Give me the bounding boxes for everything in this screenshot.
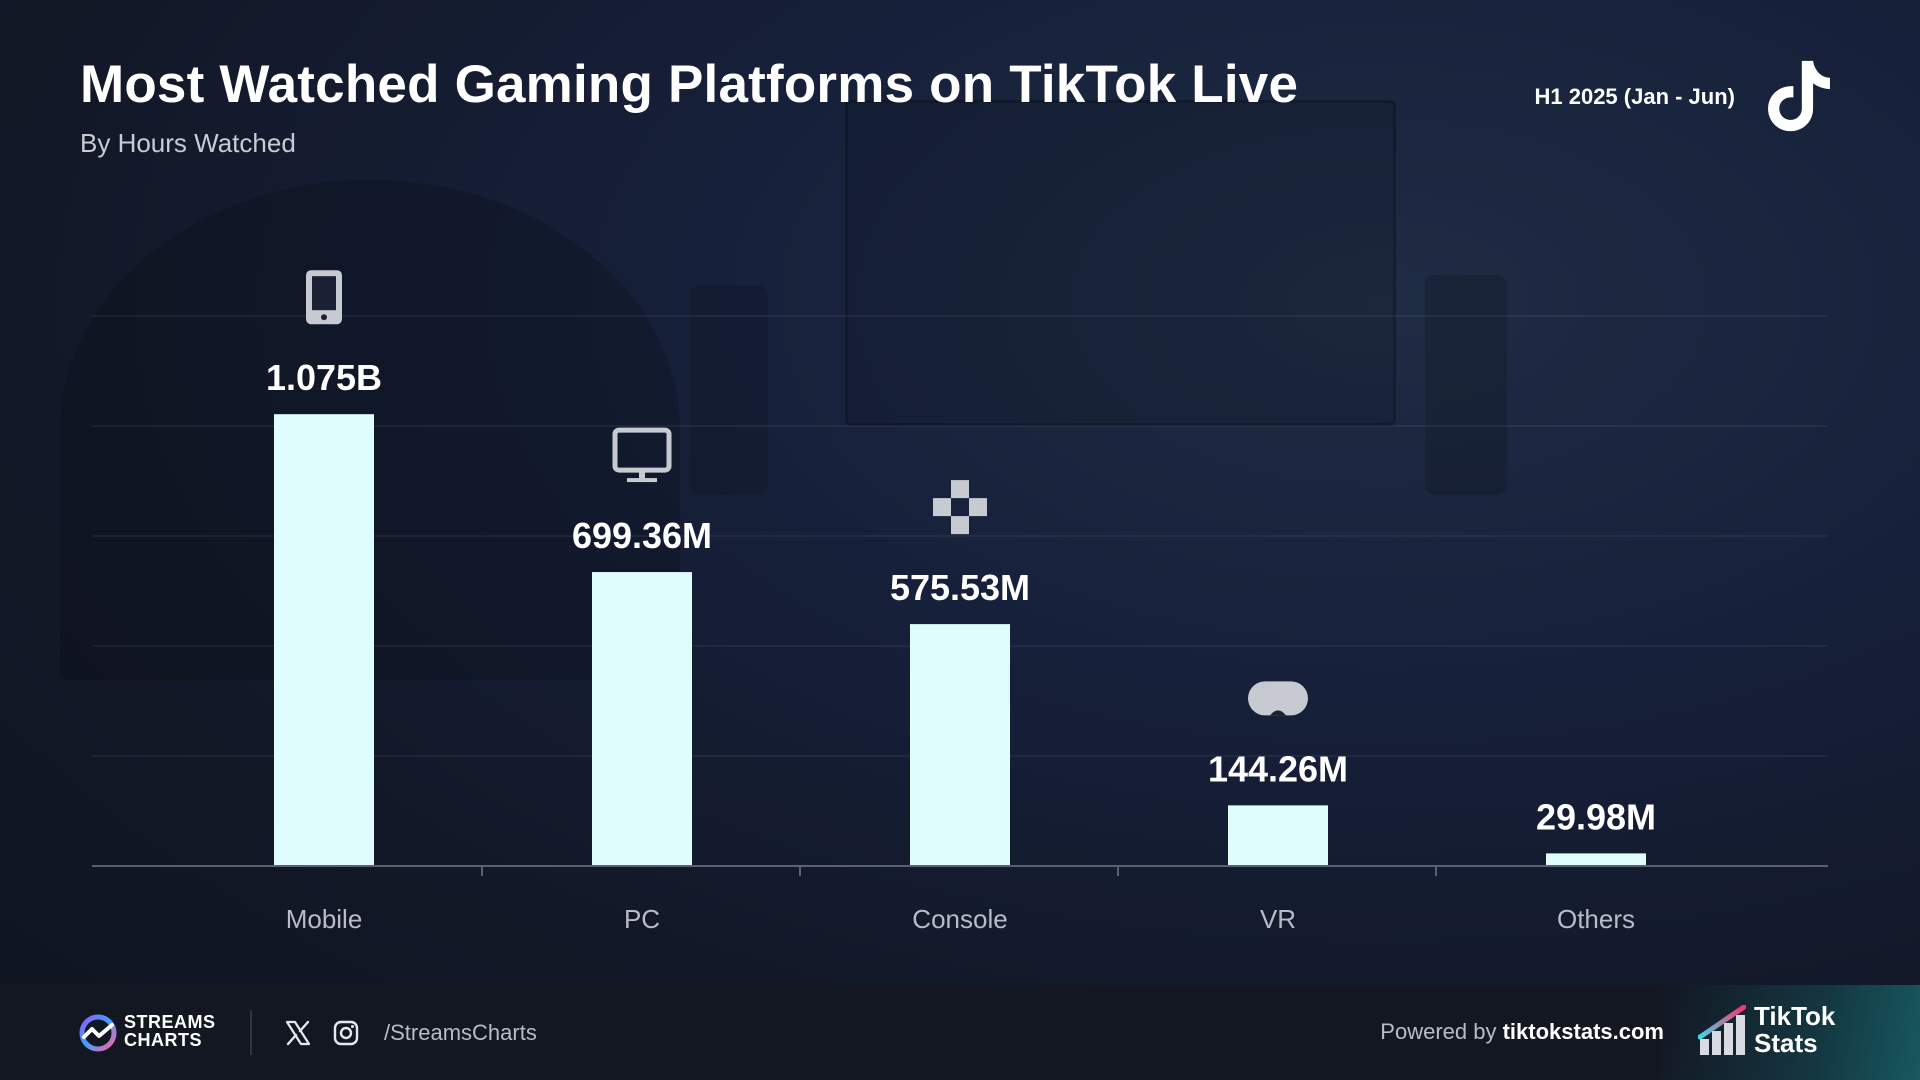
tiktok-stats-wordmark: TikTok Stats (1754, 1003, 1835, 1057)
value-label-vr: 144.26M (1208, 748, 1348, 789)
bar-others (1546, 853, 1646, 866)
instagram-icon[interactable] (332, 1019, 360, 1047)
streams-charts-logo-icon (79, 1014, 117, 1052)
partner-line-1: TikTok (1754, 1001, 1836, 1031)
chart-x-axis (92, 865, 1828, 876)
tiktok-stats-logo-icon (1698, 1005, 1746, 1055)
brand-line-1: STREAMS (124, 1012, 216, 1032)
chart-title: Most Watched Gaming Platforms on TikTok … (80, 55, 1299, 114)
bar-mobile (274, 414, 374, 866)
streams-charts-wordmark: STREAMS CHARTS (124, 1013, 216, 1049)
footer-divider (250, 1010, 252, 1055)
tick-label-pc: PC (624, 904, 660, 934)
mobile-phone-icon (306, 270, 342, 325)
chart-bars (274, 414, 1646, 866)
tick-label-console: Console (912, 904, 1007, 934)
social-handle-link[interactable]: /StreamsCharts (384, 1020, 537, 1045)
chart-subtitle: By Hours Watched (80, 128, 296, 158)
period-label: H1 2025 (Jan - Jun) (1534, 84, 1735, 109)
pc-monitor-icon (612, 427, 672, 483)
bar-pc (592, 572, 692, 866)
bar-chart: 1.075B 699.36M 575.53M 144.26M 29.98M Mobile… (92, 270, 1828, 934)
bar-vr (1228, 805, 1328, 866)
gamepad-icon (933, 480, 987, 535)
powered-by-prefix: Powered by (1380, 1019, 1497, 1044)
brand-line-2: CHARTS (124, 1030, 202, 1050)
tick-label-mobile: Mobile (286, 904, 363, 934)
tick-label-vr: VR (1260, 904, 1296, 934)
partner-line-2: Stats (1754, 1028, 1818, 1058)
chart-value-labels: 1.075B 699.36M 575.53M 144.26M 29.98M (266, 357, 1656, 837)
vr-headset-icon (1248, 681, 1308, 716)
bar-console (910, 624, 1010, 866)
tiktok-logo-icon (1768, 60, 1830, 132)
powered-by-site-link[interactable]: tiktokstats.com (1502, 1019, 1664, 1044)
value-label-console: 575.53M (890, 567, 1030, 608)
powered-by-text: Powered by tiktokstats.com (1380, 1019, 1664, 1045)
chart-tick-labels: Mobile PC Console VR Others (286, 904, 1635, 934)
value-label-others: 29.98M (1536, 796, 1656, 837)
tick-label-others: Others (1557, 904, 1635, 934)
value-label-mobile: 1.075B (266, 357, 382, 398)
chart-category-icons (306, 270, 1308, 716)
footer-bar (0, 985, 1920, 1080)
value-label-pc: 699.36M (572, 515, 712, 556)
x-twitter-icon[interactable] (284, 1019, 312, 1047)
